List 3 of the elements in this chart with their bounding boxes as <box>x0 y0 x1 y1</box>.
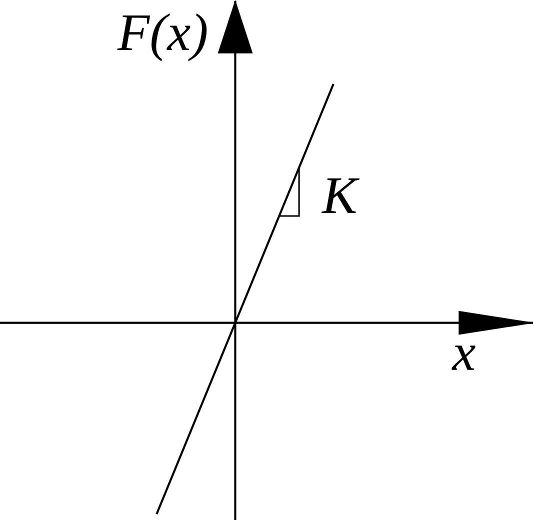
y-axis-title: F(x) <box>117 13 207 62</box>
annotation: K <box>321 178 360 213</box>
x-axis-title: x <box>452 346 476 370</box>
